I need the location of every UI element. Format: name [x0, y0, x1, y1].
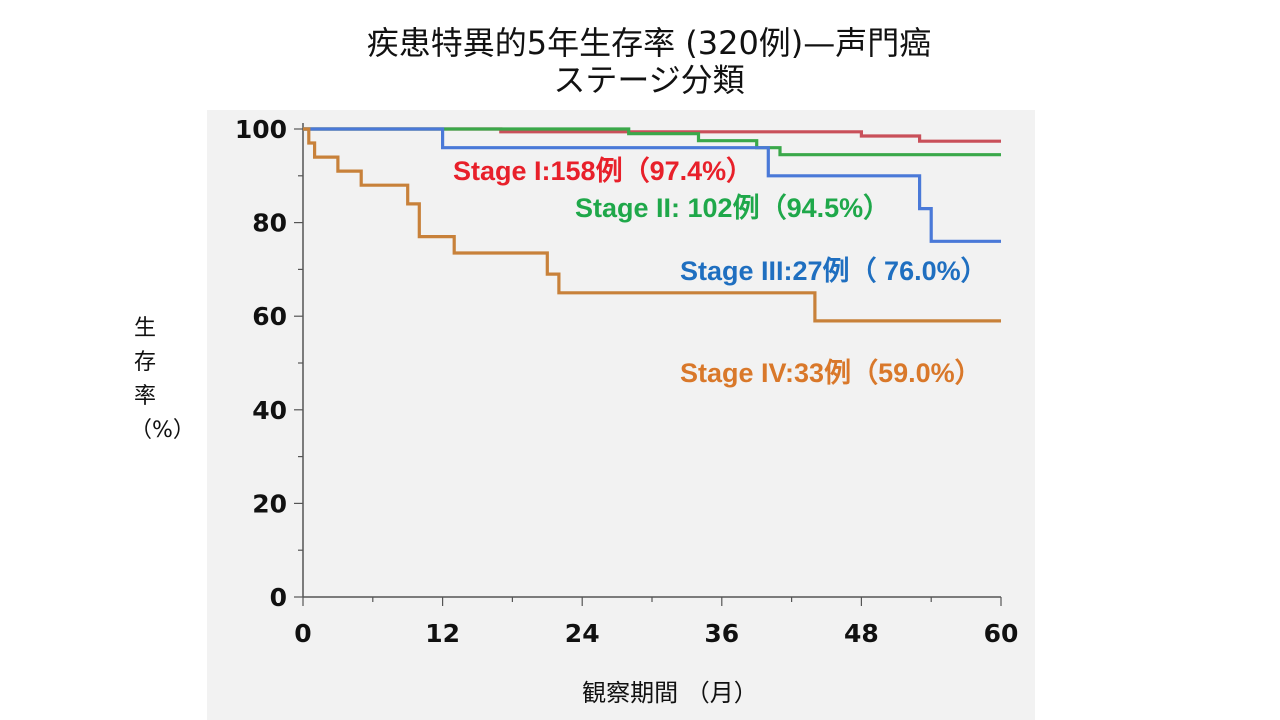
x-tick-label: 48 — [844, 619, 879, 648]
series-label-stage-4: Stage IV:33例（59.0%） — [680, 358, 982, 388]
y-axis-label-char: 生 — [133, 316, 156, 341]
chart-subtitle: ステージ分類 — [553, 61, 745, 99]
series-label-stage-1: Stage I:158例（97.4%） — [453, 156, 753, 186]
y-tick-label: 100 — [235, 115, 287, 144]
y-tick-label: 0 — [270, 583, 287, 612]
y-axis-label-char: （%） — [130, 418, 195, 443]
x-tick-label: 36 — [704, 619, 739, 648]
y-axis-label-char: 率 — [133, 384, 156, 409]
y-tick-label: 80 — [252, 209, 287, 238]
y-tick-label: 60 — [252, 302, 287, 331]
series-label-stage-2: Stage II: 102例（94.5%） — [575, 193, 890, 223]
x-tick-label: 0 — [294, 619, 311, 648]
y-tick-label: 20 — [252, 489, 287, 518]
x-tick-label: 24 — [565, 619, 600, 648]
x-tick-label: 12 — [425, 619, 460, 648]
plot-background — [207, 110, 1035, 720]
series-line-stage-4 — [303, 127, 1001, 323]
y-axis-label: 生 存 率 （%） — [130, 312, 195, 448]
series-line-stage-2 — [303, 127, 1001, 157]
y-tick-label: 40 — [252, 396, 287, 425]
x-tick-label: 60 — [984, 619, 1019, 648]
series-label-stage-3: Stage III:27例（ 76.0%） — [680, 256, 988, 286]
series-line-stage-3 — [303, 127, 1001, 243]
x-axis-label: 観察期間 （月） — [582, 679, 758, 707]
chart-title: 疾患特異的5年生存率 (320例)—声門癌 — [366, 24, 932, 62]
y-axis-label-char: 存 — [133, 350, 156, 375]
